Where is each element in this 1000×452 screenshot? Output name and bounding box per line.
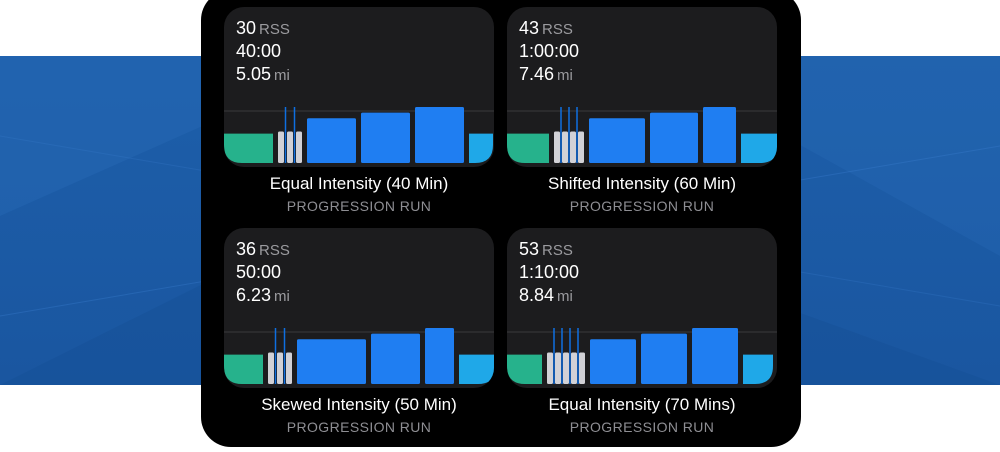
- warmup-bar: [224, 133, 273, 163]
- rss-stat: 36 RSS: [236, 238, 290, 261]
- workout-type: PROGRESSION RUN: [569, 198, 715, 214]
- duration-value: 50:00: [236, 262, 282, 282]
- recovery-bar: [562, 131, 568, 163]
- workout-card[interactable]: 43 RSS 1:00:00 7.46 mi: [507, 7, 777, 167]
- workout-title: Skewed Intensity (50 Min): [261, 395, 457, 414]
- workout-type: PROGRESSION RUN: [286, 419, 432, 435]
- distance-unit: mi: [557, 288, 573, 305]
- interval-bar: [590, 339, 636, 384]
- recovery-bar: [277, 352, 283, 384]
- distance-value: 8.84: [519, 285, 555, 305]
- distance-unit: mi: [557, 67, 573, 84]
- duration-value: 40:00: [236, 41, 282, 61]
- cooldown-bar: [469, 133, 493, 163]
- distance-unit: mi: [274, 288, 290, 305]
- workout-stats: 30 RSS 40:00 5.05 mi: [236, 17, 290, 86]
- rss-unit: RSS: [542, 242, 573, 259]
- rss-stat: 30 RSS: [236, 17, 290, 40]
- distance-value: 5.05: [236, 64, 272, 84]
- rss-value: 53: [519, 239, 540, 259]
- phone-screen: 30 RSS 40:00 5.05 mi Equal Intensity (40 M…: [201, 0, 801, 447]
- workout-title: Equal Intensity (70 Mins): [548, 395, 736, 414]
- intensity-chart: [507, 107, 777, 163]
- cooldown-bar: [741, 133, 777, 163]
- recovery-bar: [563, 352, 569, 384]
- distance-value: 7.46: [519, 64, 555, 84]
- interval-bar: [425, 328, 454, 384]
- cooldown-bar: [743, 354, 773, 384]
- recovery-bar: [578, 131, 584, 163]
- rss-value: 36: [236, 239, 257, 259]
- distance-unit: mi: [274, 67, 290, 84]
- recovery-bar: [278, 131, 284, 163]
- recovery-bar: [571, 352, 577, 384]
- workout-title: Equal Intensity (40 Min): [269, 174, 449, 193]
- distance-stat: 8.84 mi: [519, 284, 579, 307]
- recovery-bar: [547, 352, 553, 384]
- workout-card[interactable]: 53 RSS 1:10:00 8.84 mi: [507, 228, 777, 388]
- recovery-bar: [287, 131, 293, 163]
- distance-stat: 6.23 mi: [236, 284, 290, 307]
- rss-stat: 43 RSS: [519, 17, 579, 40]
- workout-card[interactable]: 30 RSS 40:00 5.05 mi: [224, 7, 494, 167]
- interval-bar: [641, 333, 687, 384]
- interval-bar: [703, 107, 736, 163]
- rss-stat: 53 RSS: [519, 238, 579, 261]
- interval-bar: [589, 118, 645, 163]
- rss-value: 43: [519, 18, 540, 38]
- distance-value: 6.23: [236, 285, 272, 305]
- workout-type: PROGRESSION RUN: [286, 198, 432, 214]
- recovery-bar: [286, 352, 292, 384]
- recovery-bar: [555, 352, 561, 384]
- interval-bar: [650, 112, 698, 163]
- rss-unit: RSS: [542, 21, 573, 38]
- rss-unit: RSS: [259, 242, 290, 259]
- recovery-bar: [268, 352, 274, 384]
- workout-stats: 53 RSS 1:10:00 8.84 mi: [519, 238, 579, 307]
- intensity-chart: [224, 328, 494, 384]
- workout-title: Shifted Intensity (60 Min): [547, 174, 737, 193]
- rss-value: 30: [236, 18, 257, 38]
- interval-bar: [297, 339, 366, 384]
- warmup-bar: [507, 133, 549, 163]
- intensity-chart: [224, 107, 494, 163]
- distance-stat: 7.46 mi: [519, 63, 579, 86]
- intensity-chart: [507, 328, 777, 384]
- interval-bar: [415, 107, 464, 163]
- warmup-bar: [507, 354, 542, 384]
- warmup-bar: [224, 354, 263, 384]
- rss-unit: RSS: [259, 21, 290, 38]
- workout-stats: 36 RSS 50:00 6.23 mi: [236, 238, 290, 307]
- duration-value: 1:10:00: [519, 262, 580, 282]
- recovery-bar: [554, 131, 560, 163]
- workout-stats: 43 RSS 1:00:00 7.46 mi: [519, 17, 579, 86]
- workout-card[interactable]: 36 RSS 50:00 6.23 mi: [224, 228, 494, 388]
- workout-type: PROGRESSION RUN: [569, 419, 715, 435]
- distance-stat: 5.05 mi: [236, 63, 290, 86]
- recovery-bar: [296, 131, 302, 163]
- interval-bar: [692, 328, 738, 384]
- cooldown-bar: [459, 354, 494, 384]
- duration-value: 1:00:00: [519, 41, 580, 61]
- recovery-bar: [570, 131, 576, 163]
- interval-bar: [371, 333, 420, 384]
- interval-bar: [307, 118, 356, 163]
- interval-bar: [361, 112, 410, 163]
- recovery-bar: [579, 352, 585, 384]
